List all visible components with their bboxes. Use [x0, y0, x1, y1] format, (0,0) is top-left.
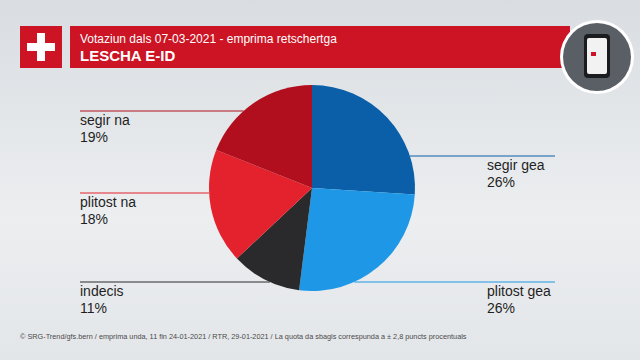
slice-label: indecis	[80, 283, 124, 299]
slice-label: segir na	[80, 112, 130, 128]
title: LESCHA E-ID	[80, 47, 175, 64]
pie-slice	[312, 85, 415, 194]
data-label: 19%	[80, 129, 108, 145]
subtitle: Votaziun dals 07-03-2021 - emprima retsc…	[80, 32, 337, 46]
photo-border	[560, 20, 634, 94]
header-bar	[70, 26, 570, 68]
flag-cross	[27, 43, 55, 51]
data-label: 26%	[487, 300, 515, 316]
data-label: 11%	[80, 300, 107, 316]
pie-slice	[216, 85, 312, 188]
chart-root: Votaziun dals 07-03-2021 - emprima retsc…	[0, 0, 640, 360]
source: © SRG-Trend/gfs.bern / emprima unda, 11 …	[20, 332, 467, 341]
data-label: 26%	[487, 174, 515, 190]
slice-label: segir gea	[487, 157, 545, 173]
phone-screen	[587, 38, 607, 74]
data-label: 18%	[80, 211, 108, 227]
phone	[584, 34, 610, 78]
slice-label: plitost na	[80, 194, 136, 210]
pie-slice	[299, 188, 415, 291]
photo	[563, 23, 631, 91]
flag-square	[20, 26, 62, 68]
labels: segir gea26%plitost gea26%indecis11%plit…	[80, 112, 551, 316]
pie	[209, 85, 415, 291]
slice-label: plitost gea	[487, 283, 551, 299]
phone-icon	[591, 52, 596, 56]
